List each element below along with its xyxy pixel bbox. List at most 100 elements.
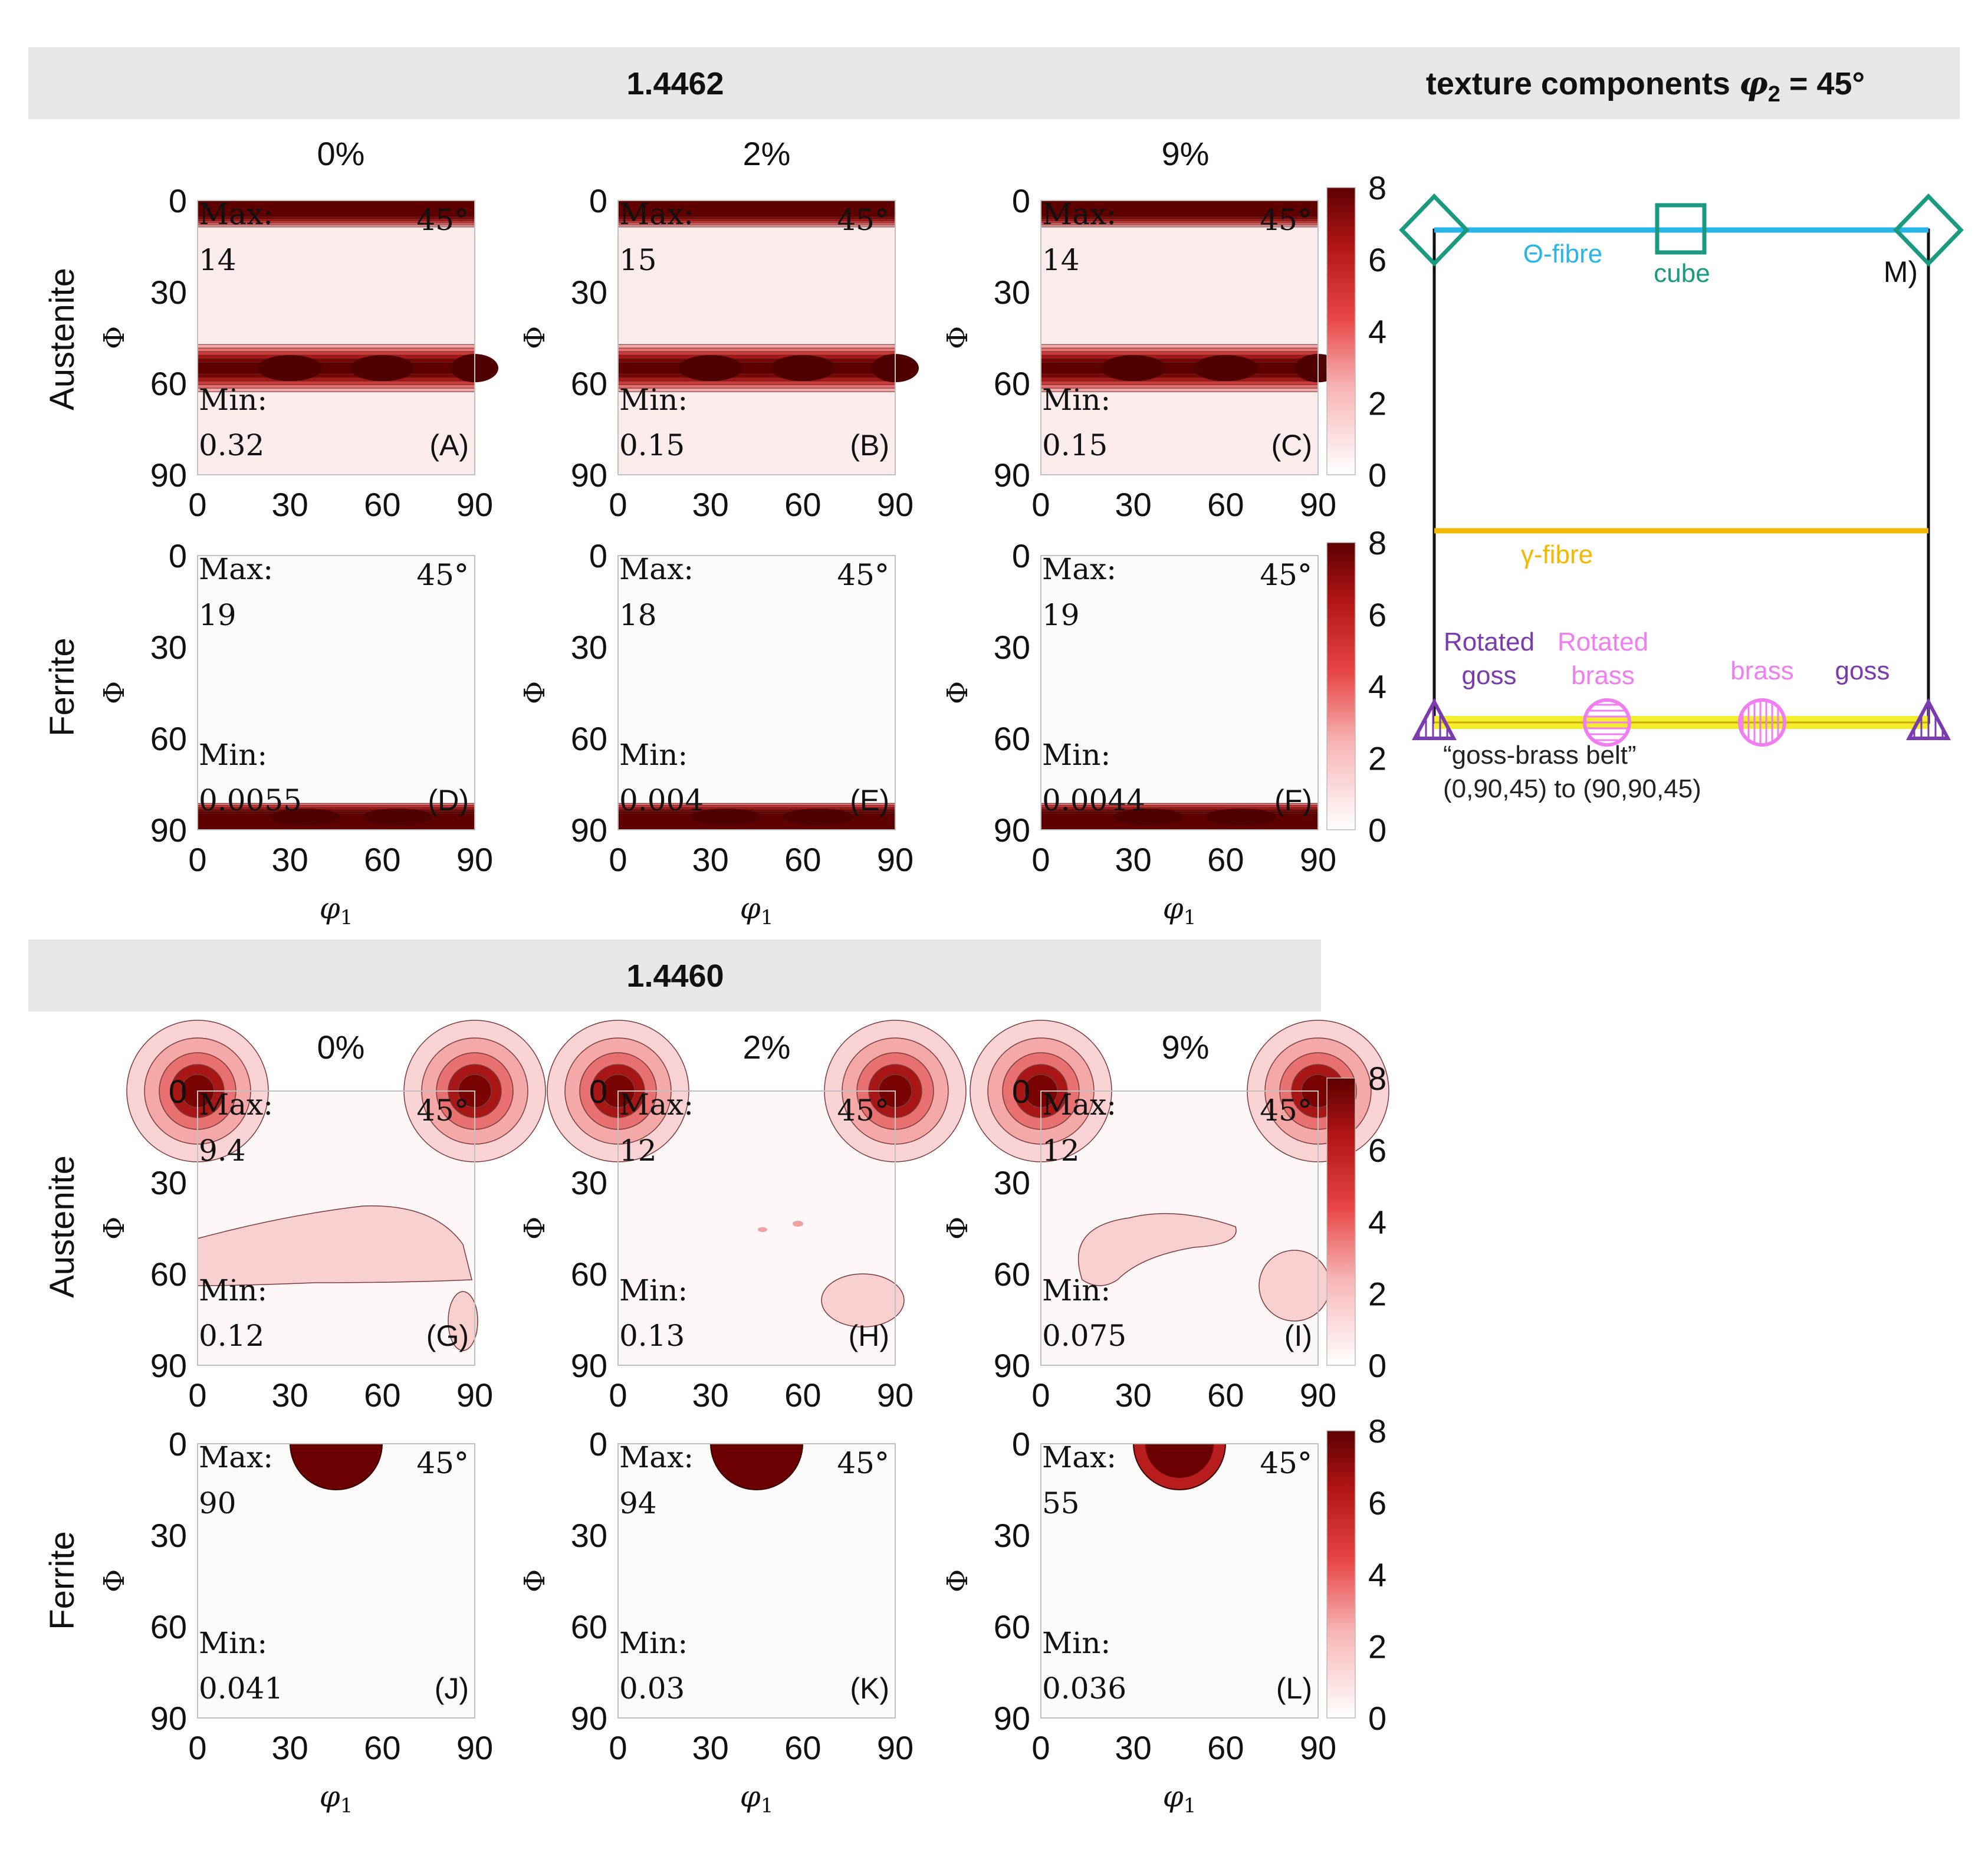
plot-area [1040, 200, 1319, 475]
x-tick-label: 90 [1300, 841, 1336, 878]
max-label: Max: [199, 552, 273, 586]
x-tick-label: 60 [784, 841, 821, 878]
phi2-angle-label: 45° [416, 1446, 469, 1480]
y-tick-label: 60 [994, 720, 1030, 757]
max-value: 19 [1042, 598, 1080, 632]
odf-panel-e: 0 0 30 30 60 60 90 90 Φφ1 Max: 18 45° Min: 0.004 (E) [518, 537, 914, 929]
odf-peak-core [1145, 1444, 1214, 1478]
x-tick-label: 90 [1300, 1376, 1336, 1414]
panel-label: (B) [850, 429, 889, 462]
column-label-9: 9% [1162, 1029, 1210, 1066]
row-label-ferrite-top: Ferrite [43, 638, 81, 737]
colorbar: 0 2 4 6 8 [1326, 169, 1386, 494]
phi2-angle-label: 45° [1260, 1446, 1312, 1480]
diamond-icon [1893, 193, 1964, 267]
x-axis-label: φ1 [740, 1779, 774, 1818]
x-axis-label: φ1 [740, 891, 774, 929]
colorbar-tick-label: 6 [1368, 1132, 1386, 1169]
panel-label: (J) [435, 1672, 469, 1705]
colorbar-tick-label: 0 [1368, 1700, 1386, 1737]
odf-blob [1077, 1213, 1237, 1286]
y-tick-label: 90 [571, 456, 607, 494]
column-label-0: 0% [317, 135, 365, 172]
colorbar-gradient [1326, 187, 1356, 475]
x-tick-label: 90 [1300, 1729, 1336, 1766]
odf-panel-f: 0 0 30 30 60 60 90 90 Φφ1 Max: 19 45° Min: 0.0044 (F) [941, 537, 1336, 929]
odf-panel-d: 0 0 30 30 60 60 90 90 Φφ1 Max: 19 45° Min: 0.0055 (D) [98, 537, 493, 929]
y-tick-label: 60 [150, 365, 187, 402]
phi2-angle-label: 45° [837, 203, 889, 237]
colorbar-tick-label: 8 [1368, 169, 1386, 206]
brass-circle-icon [1738, 698, 1786, 747]
y-tick-label: 60 [150, 720, 187, 757]
band-level [1040, 200, 1319, 218]
max-value: 18 [619, 598, 657, 632]
phi2-angle-label: 45° [416, 558, 469, 592]
odf-panel-c: 0 0 30 30 60 60 90 90 Φ Max: 14 45° Min: 0.15 (C) [941, 182, 1342, 523]
max-value: 9.4 [199, 1134, 246, 1168]
x-tick-label: 90 [877, 841, 914, 878]
max-value: 94 [619, 1486, 657, 1520]
y-tick-label: 90 [571, 1347, 607, 1384]
x-tick-label: 30 [272, 1729, 308, 1766]
min-label: Min: [199, 738, 267, 772]
x-tick-label: 30 [1115, 841, 1152, 878]
y-tick-label: 30 [571, 1517, 607, 1554]
y-tick-label: 60 [150, 1256, 187, 1293]
plot-area [197, 555, 475, 830]
x-tick-label: 60 [784, 1376, 821, 1414]
band-peak [1113, 809, 1184, 825]
components-title: texture components φ2 = 45° [1426, 64, 1865, 107]
x-tick-label: 60 [364, 486, 400, 523]
odf-panel-g: 0 0 30 30 60 60 90 90 Φ Max: 9.4 45° Min: 0.12 (G) [98, 1020, 546, 1414]
column-label-2: 2% [743, 135, 791, 172]
colorbar-tick-label: 2 [1368, 740, 1386, 777]
max-label: Max: [619, 552, 694, 586]
y-axis-label: Φ [518, 681, 551, 704]
odf-blob [821, 1273, 905, 1328]
theta-fibre-label: Θ-fibre [1523, 239, 1602, 268]
x-axis-label: φ1 [1163, 1779, 1197, 1818]
x-tick-label: 90 [877, 486, 914, 523]
y-tick-label: 30 [150, 1517, 187, 1554]
band-peak [1100, 355, 1166, 382]
y-tick-label: 0 [589, 182, 607, 219]
odf-panel-k: 0 0 30 30 60 60 90 90 Φφ1 Max: 94 45° Min: 0.03 (K) [518, 1425, 914, 1818]
y-tick-label: 30 [994, 274, 1030, 311]
x-tick-label: 0 [609, 486, 627, 523]
plot-frame [1040, 555, 1319, 830]
colorbar-tick-label: 8 [1368, 1412, 1386, 1450]
x-tick-label: 90 [456, 841, 493, 878]
y-tick-label: 90 [571, 811, 607, 849]
y-tick-label: 0 [589, 537, 607, 574]
rotated-goss-label-2: goss [1462, 661, 1517, 690]
min-value: 0.03 [619, 1671, 685, 1706]
max-label: Max: [619, 197, 694, 231]
band-level [617, 362, 896, 374]
phi2-angle-label: 45° [1260, 1093, 1312, 1128]
y-tick-label: 30 [150, 1164, 187, 1201]
band-peak [362, 809, 433, 825]
plot-frame [197, 1443, 475, 1719]
x-tick-label: 0 [1031, 1376, 1050, 1414]
y-tick-label: 30 [994, 1164, 1030, 1201]
y-tick-label: 90 [994, 1700, 1030, 1737]
plot-frame [197, 1090, 475, 1366]
colorbar-tick-label: 2 [1368, 385, 1386, 422]
x-tick-label: 0 [1031, 1729, 1050, 1766]
plot-frame [197, 200, 475, 475]
colorbar-tick-label: 0 [1368, 456, 1386, 494]
y-tick-label: 0 [1012, 537, 1030, 574]
x-tick-label: 0 [188, 486, 206, 523]
phi2-angle-label: 45° [1260, 203, 1312, 237]
colorbar-gradient [1326, 542, 1356, 830]
x-tick-label: 30 [1115, 1729, 1152, 1766]
goss-brass-belt-label: “goss-brass belt” [1443, 741, 1637, 770]
y-tick-label: 60 [994, 1608, 1030, 1645]
rotated-brass-circle-icon [1583, 698, 1631, 747]
x-tick-label: 90 [877, 1729, 914, 1766]
y-axis-label: Φ [98, 681, 131, 704]
column-label-0: 0% [317, 1029, 365, 1066]
y-tick-label: 60 [150, 1608, 187, 1645]
